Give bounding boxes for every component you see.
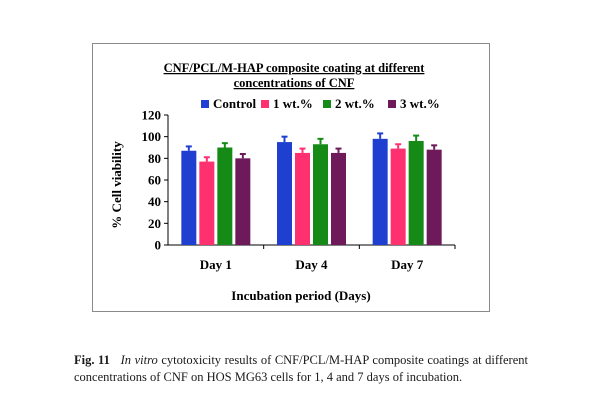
legend-label: 2 wt.% bbox=[335, 96, 375, 111]
legend: Control 1 wt.% 2 wt.% 3 wt.% bbox=[201, 96, 440, 111]
bar bbox=[277, 142, 292, 245]
legend-swatch bbox=[261, 100, 269, 108]
caption-italic: In vitro bbox=[120, 353, 158, 367]
y-tick-label: 0 bbox=[155, 238, 162, 253]
caption-text: cytotoxicity results of CNF/PCL/M-HAP co… bbox=[74, 353, 528, 384]
bar bbox=[199, 161, 215, 245]
bar bbox=[295, 152, 310, 245]
y-tick-label: 120 bbox=[142, 108, 162, 123]
bar bbox=[372, 138, 388, 245]
legend-swatch bbox=[323, 100, 331, 108]
legend-label: 1 wt.% bbox=[273, 96, 313, 111]
bar bbox=[390, 148, 406, 245]
x-tick-label: Day 4 bbox=[295, 257, 328, 272]
figure-panel: CNF/PCL/M-HAP composite coating at diffe… bbox=[92, 43, 490, 312]
y-tick-label: 60 bbox=[148, 173, 161, 188]
bar bbox=[235, 158, 251, 245]
legend-swatch bbox=[388, 100, 396, 108]
bar bbox=[217, 147, 233, 245]
bar bbox=[426, 149, 442, 245]
chart-title-line2: concentrations of CNF bbox=[234, 76, 355, 90]
bar bbox=[181, 150, 197, 245]
figure-caption: Fig. 11 In vitro cytotoxicity results of… bbox=[74, 352, 528, 386]
legend-label: Control bbox=[213, 96, 256, 111]
legend-label: 3 wt.% bbox=[400, 96, 440, 111]
y-tick-label: 20 bbox=[148, 216, 161, 231]
y-tick-label: 100 bbox=[142, 129, 162, 144]
bar bbox=[313, 144, 328, 245]
bar bbox=[331, 152, 346, 245]
x-axis-label: Incubation period (Days) bbox=[231, 288, 370, 303]
bar bbox=[408, 141, 424, 245]
x-tick-label: Day 1 bbox=[200, 257, 232, 272]
legend-swatch bbox=[201, 100, 209, 108]
y-axis-label: % Cell viability bbox=[109, 141, 124, 229]
y-tick-label: 40 bbox=[148, 194, 161, 209]
y-tick-label: 80 bbox=[148, 151, 161, 166]
x-tick-label: Day 7 bbox=[391, 257, 424, 272]
plot-area: 0 20 40 60 80 100 120 Day 1 Day 4 Day 7 bbox=[142, 108, 456, 272]
chart-title-line1: CNF/PCL/M-HAP composite coating at diffe… bbox=[164, 61, 426, 75]
bar-chart: CNF/PCL/M-HAP composite coating at diffe… bbox=[109, 61, 456, 303]
caption-label: Fig. 11 bbox=[74, 353, 110, 367]
